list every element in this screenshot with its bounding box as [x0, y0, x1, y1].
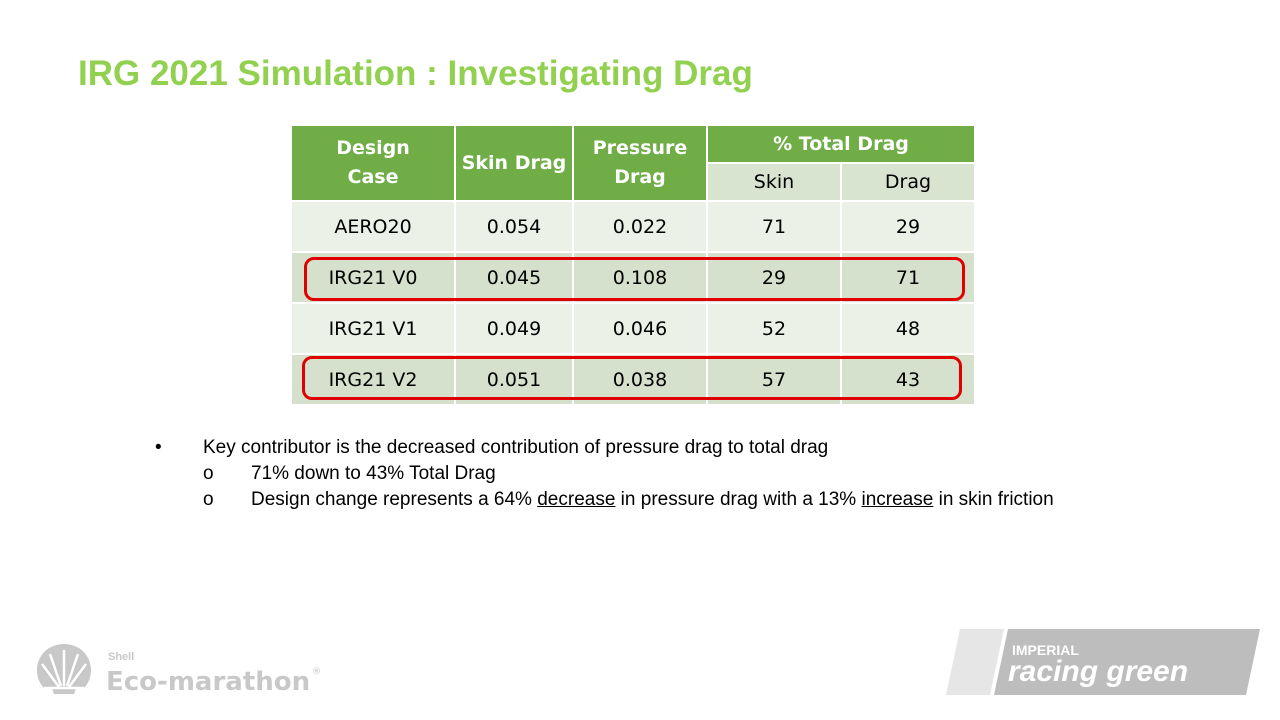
imperial-racing-green-logo: IMPERIAL racing green	[946, 629, 1260, 695]
bullet-marker: •	[155, 437, 162, 458]
cell-pct-drag: 29	[840, 200, 976, 253]
bullet-main: Key contributor is the decreased contrib…	[203, 437, 829, 458]
cell-pressure-drag: 0.108	[572, 251, 708, 304]
sub-bullet-2-text: Design change represents a 64%	[251, 489, 538, 510]
irg-imperial-text: IMPERIAL	[1012, 642, 1079, 658]
drag-table: Design Case Skin Drag Pressure Drag % To…	[290, 124, 976, 406]
cell-skin-drag: 0.051	[454, 353, 574, 406]
header-total-drag: % Total Drag	[706, 124, 976, 164]
cell-pct-skin: 57	[706, 353, 842, 406]
sub-bullet-marker: o	[203, 463, 214, 484]
cell-case: AERO20	[290, 200, 456, 253]
cell-pct-skin: 52	[706, 302, 842, 355]
table-row: AERO20 0.054 0.022 71 29	[290, 200, 976, 253]
sub-bullet-2-text: in skin friction	[933, 489, 1054, 510]
table-row: IRG21 V1 0.049 0.046 52 48	[290, 302, 976, 355]
irg-racing-green-text: racing green	[1008, 655, 1188, 688]
subheader-drag: Drag	[840, 162, 976, 202]
sub-bullet-1: 71% down to 43% Total Drag	[251, 463, 496, 484]
sub-bullet-2: Design change represents a 64% decrease …	[251, 489, 1054, 511]
header-design-case-line2: Case	[347, 166, 399, 188]
header-pressure-drag-line1: Pressure	[592, 137, 688, 159]
eco-marathon-text: Eco-marathon	[106, 667, 310, 697]
header-skin-drag: Skin Drag	[454, 124, 574, 202]
cell-skin-drag: 0.045	[454, 251, 574, 304]
cell-case: IRG21 V1	[290, 302, 456, 355]
cell-pct-skin: 71	[706, 200, 842, 253]
cell-pct-drag: 48	[840, 302, 976, 355]
table-row: IRG21 V0 0.045 0.108 29 71	[290, 251, 976, 304]
sub-bullet-2-text: in pressure drag with a 13%	[615, 489, 862, 510]
logo-stripe-2	[994, 629, 1260, 695]
cell-pct-drag: 43	[840, 353, 976, 406]
sub-bullet-marker: o	[203, 489, 214, 510]
header-pressure-drag-line2: Drag	[614, 166, 666, 188]
underline-decrease: decrease	[537, 489, 616, 510]
shell-pecten-icon	[37, 644, 91, 694]
cell-pressure-drag: 0.046	[572, 302, 708, 355]
shell-small-text: Shell	[108, 651, 134, 663]
cell-pressure-drag: 0.038	[572, 353, 708, 406]
cell-case: IRG21 V0	[290, 251, 456, 304]
subheader-skin: Skin	[706, 162, 842, 202]
cell-skin-drag: 0.049	[454, 302, 574, 355]
cell-pct-skin: 29	[706, 251, 842, 304]
cell-pressure-drag: 0.022	[572, 200, 708, 253]
table-row: IRG21 V2 0.051 0.038 57 43	[290, 353, 976, 406]
cell-pct-drag: 71	[840, 251, 976, 304]
registered-mark: ®	[312, 667, 321, 677]
shell-eco-marathon-logo: Shell Eco-marathon ®	[37, 644, 321, 697]
header-design-case: Design Case	[290, 124, 456, 202]
header-pressure-drag: Pressure Drag	[572, 124, 708, 202]
cell-skin-drag: 0.054	[454, 200, 574, 253]
header-design-case-line1: Design	[336, 137, 410, 159]
slide-title: IRG 2021 Simulation : Investigating Drag	[78, 54, 753, 93]
underline-increase: increase	[861, 489, 934, 510]
logo-stripe-1	[946, 629, 1004, 695]
cell-case: IRG21 V2	[290, 353, 456, 406]
